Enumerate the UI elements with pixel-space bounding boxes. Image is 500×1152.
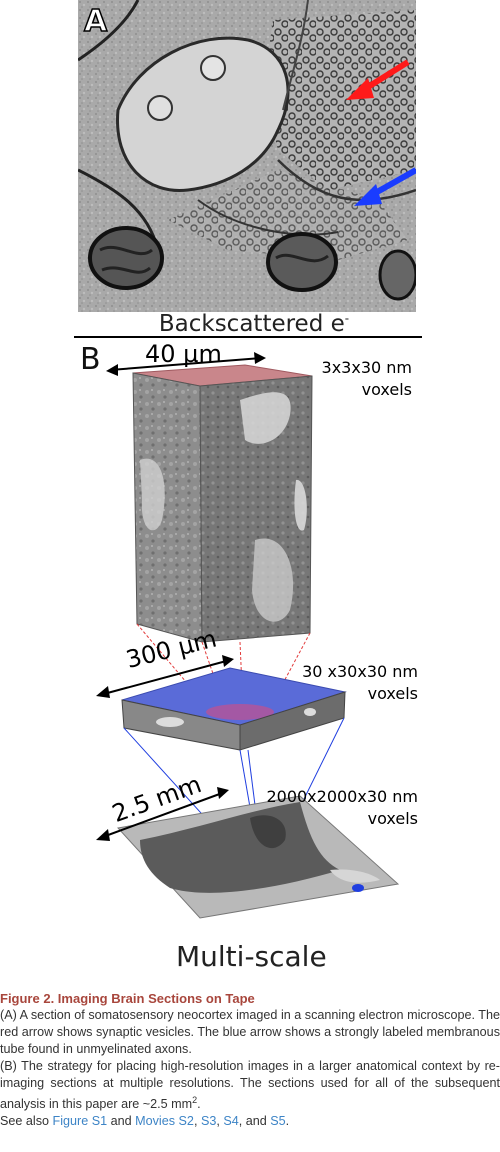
voxel-label-3: 2000x2000x30 nm voxels	[260, 786, 418, 830]
block-level-1	[132, 364, 313, 643]
scale-bar-2	[99, 659, 231, 696]
multiscale-diagram	[96, 352, 400, 919]
caption-para-b: (B) The strategy for placing high-resolu…	[0, 1059, 500, 1112]
voxel-label-3-line2: voxels	[367, 809, 418, 828]
caption-title: Figure 2. Imaging Brain Sections on Tape	[0, 991, 255, 1006]
voxel-label-3-line1: 2000x2000x30 nm	[266, 787, 418, 806]
link-figure-s1[interactable]: Figure S1	[52, 1114, 108, 1129]
blue-arrow-icon	[354, 167, 416, 206]
voxel-label-2-line1: 30 x30x30 nm	[302, 662, 418, 681]
voxel-label-1: 3x3x30 nm voxels	[290, 357, 412, 401]
scale-label-1: 40 µm	[145, 340, 222, 368]
panel-a-label: Backscattered e-	[158, 311, 350, 337]
voxel-label-2-line2: voxels	[367, 684, 418, 703]
voxel-label-1-line2: voxels	[361, 380, 412, 399]
caption-see-also: See also Figure S1 and Movies S2, S3, S4…	[0, 1114, 290, 1129]
link-movie-s3[interactable]: S3	[200, 1114, 217, 1129]
voxel-label-1-line1: 3x3x30 nm	[321, 358, 412, 377]
link-movie-s2[interactable]: Movies S2	[135, 1114, 194, 1129]
scale-bar-3	[99, 791, 226, 839]
caption-para-a: (A) A section of somatosensory neocortex…	[0, 1008, 500, 1056]
block-level-3	[117, 795, 400, 919]
figure-caption: Figure 2. Imaging Brain Sections on Tape…	[0, 990, 500, 1130]
voxel-label-2: 30 x30x30 nm voxels	[290, 661, 418, 705]
link-movie-s4[interactable]: S4	[223, 1114, 239, 1129]
block-level-2	[121, 667, 347, 751]
panel-divider	[74, 336, 422, 338]
link-movie-s5[interactable]: S5	[270, 1114, 286, 1129]
multi-scale-label: Multi-scale	[176, 940, 327, 973]
panel-a-letter: A	[83, 3, 108, 40]
red-arrow-icon	[346, 59, 410, 100]
blue-marker-icon	[352, 884, 364, 892]
panel-b-letter: B	[80, 342, 101, 377]
panel-a-micrograph	[78, 0, 416, 312]
scale-bar-1	[109, 357, 263, 371]
